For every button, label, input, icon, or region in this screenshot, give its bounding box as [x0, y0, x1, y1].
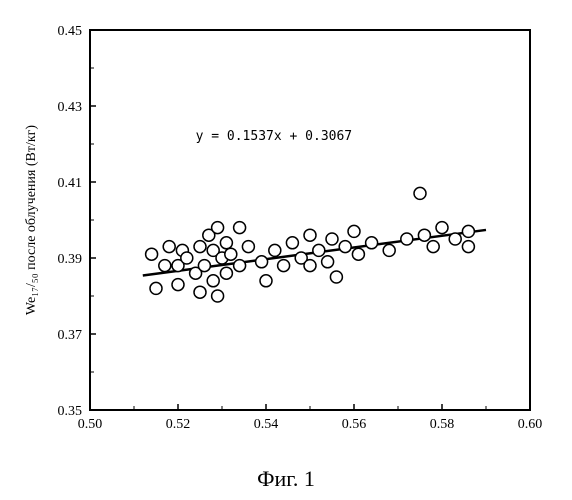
svg-text:0.58: 0.58	[430, 417, 455, 432]
svg-text:We₁₇/₅₀ до облучения(Вт/кг): We₁₇/₅₀ до облучения(Вт/кг)	[227, 439, 394, 440]
svg-text:0.39: 0.39	[58, 252, 83, 267]
svg-text:0.35: 0.35	[58, 404, 83, 419]
svg-text:0.54: 0.54	[254, 417, 279, 432]
svg-text:0.50: 0.50	[78, 417, 103, 432]
svg-text:0.37: 0.37	[58, 328, 83, 343]
figure-container: 0.50 0.52 0.54 0.56 0.58 0.60 0.35 0.37 0.39 0.41…	[0, 0, 572, 500]
scatter-chart: 0.50 0.52 0.54 0.56 0.58 0.60 0.35 0.37 0.39 0.41…	[0, 0, 572, 440]
svg-text:We₁₇/₅₀ после облучения (Вт/кг: We₁₇/₅₀ после облучения (Вт/кг)	[24, 125, 39, 315]
svg-text:y = 0.1537x + 0.3067: y = 0.1537x + 0.3067	[196, 129, 353, 144]
svg-text:0.43: 0.43	[58, 100, 83, 115]
svg-text:0.52: 0.52	[166, 417, 191, 432]
svg-text:0.45: 0.45	[58, 24, 83, 39]
svg-text:0.41: 0.41	[58, 176, 83, 191]
svg-text:0.60: 0.60	[518, 417, 543, 432]
figure-caption: Фиг. 1	[0, 466, 572, 492]
svg-text:0.56: 0.56	[342, 417, 367, 432]
